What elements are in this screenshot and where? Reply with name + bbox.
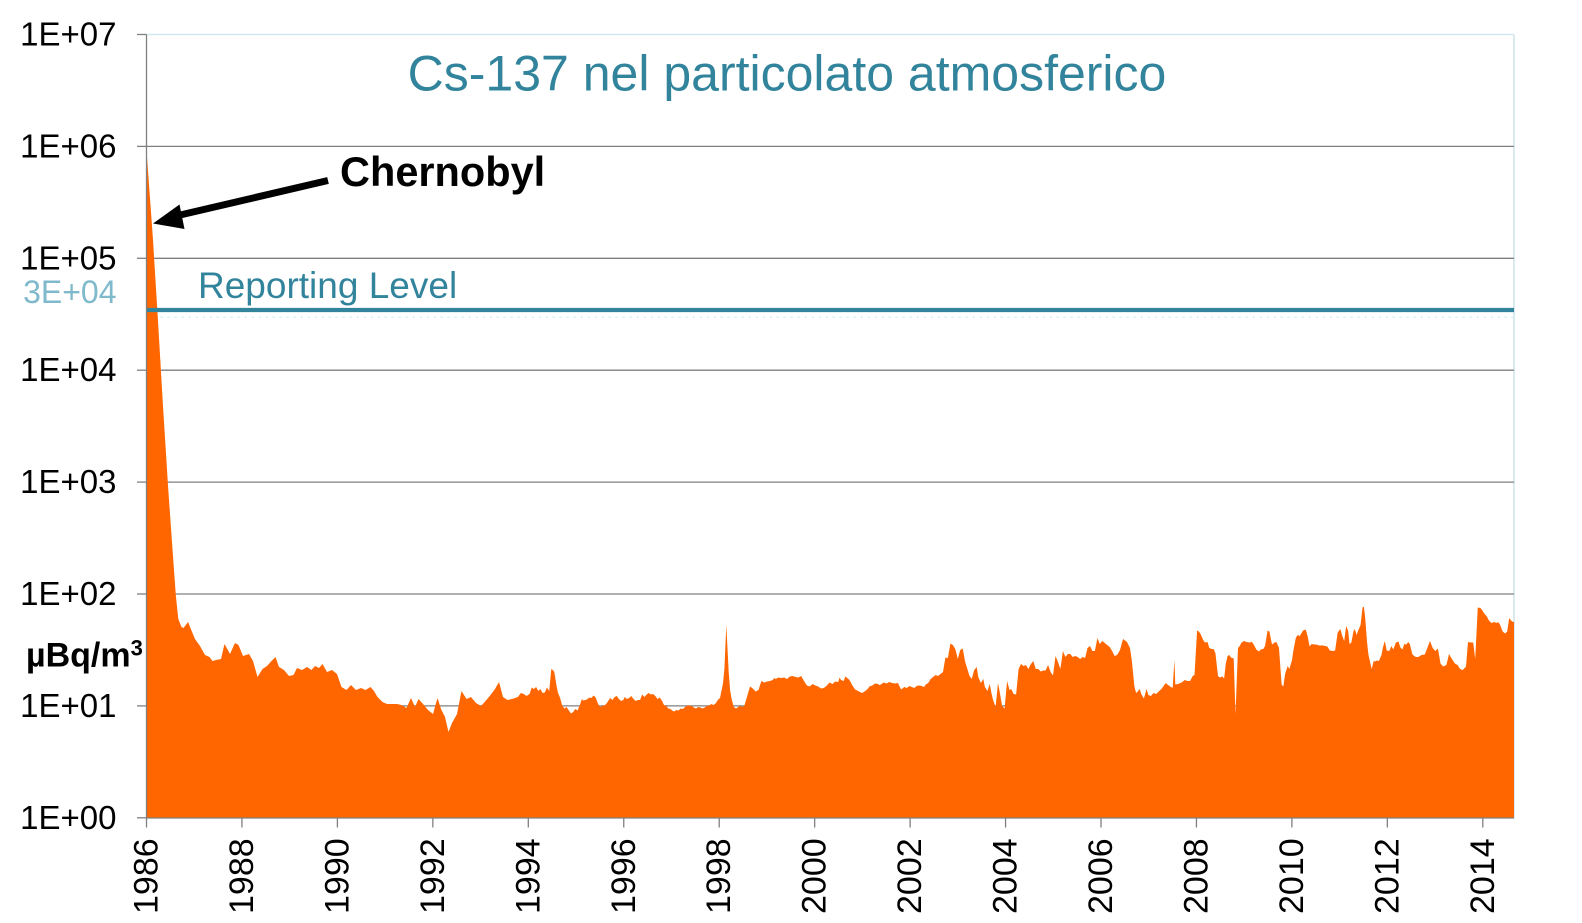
svg-text:1986: 1986 bbox=[128, 838, 166, 914]
svg-text:1998: 1998 bbox=[700, 838, 738, 914]
svg-text:2012: 2012 bbox=[1368, 838, 1406, 914]
svg-text:Reporting Level: Reporting Level bbox=[198, 265, 457, 306]
svg-text:µBq/m3: µBq/m3 bbox=[26, 636, 143, 675]
svg-text:2010: 2010 bbox=[1273, 838, 1311, 914]
svg-text:1E+03: 1E+03 bbox=[20, 463, 116, 500]
svg-text:2004: 2004 bbox=[987, 838, 1025, 914]
svg-text:1996: 1996 bbox=[605, 838, 643, 914]
svg-text:1988: 1988 bbox=[223, 838, 261, 914]
svg-text:1992: 1992 bbox=[414, 838, 452, 914]
svg-text:2008: 2008 bbox=[1177, 838, 1215, 914]
svg-text:1990: 1990 bbox=[318, 838, 356, 914]
svg-text:2006: 2006 bbox=[1082, 838, 1120, 914]
svg-text:3E+04: 3E+04 bbox=[23, 274, 116, 310]
svg-text:1E+00: 1E+00 bbox=[20, 799, 116, 836]
svg-text:1E+04: 1E+04 bbox=[20, 351, 116, 388]
svg-text:1E+02: 1E+02 bbox=[20, 575, 116, 612]
svg-text:1E+06: 1E+06 bbox=[20, 127, 116, 164]
svg-text:2002: 2002 bbox=[891, 838, 929, 914]
svg-text:1E+07: 1E+07 bbox=[20, 16, 116, 53]
svg-text:1994: 1994 bbox=[509, 838, 547, 914]
svg-text:Cs-137 nel particolato atmosfe: Cs-137 nel particolato atmosferico bbox=[408, 46, 1167, 102]
svg-text:1E+05: 1E+05 bbox=[20, 239, 116, 276]
svg-text:Chernobyl: Chernobyl bbox=[340, 148, 545, 195]
svg-text:1E+01: 1E+01 bbox=[20, 687, 116, 724]
svg-text:2014: 2014 bbox=[1464, 838, 1502, 914]
svg-text:2000: 2000 bbox=[796, 838, 834, 914]
